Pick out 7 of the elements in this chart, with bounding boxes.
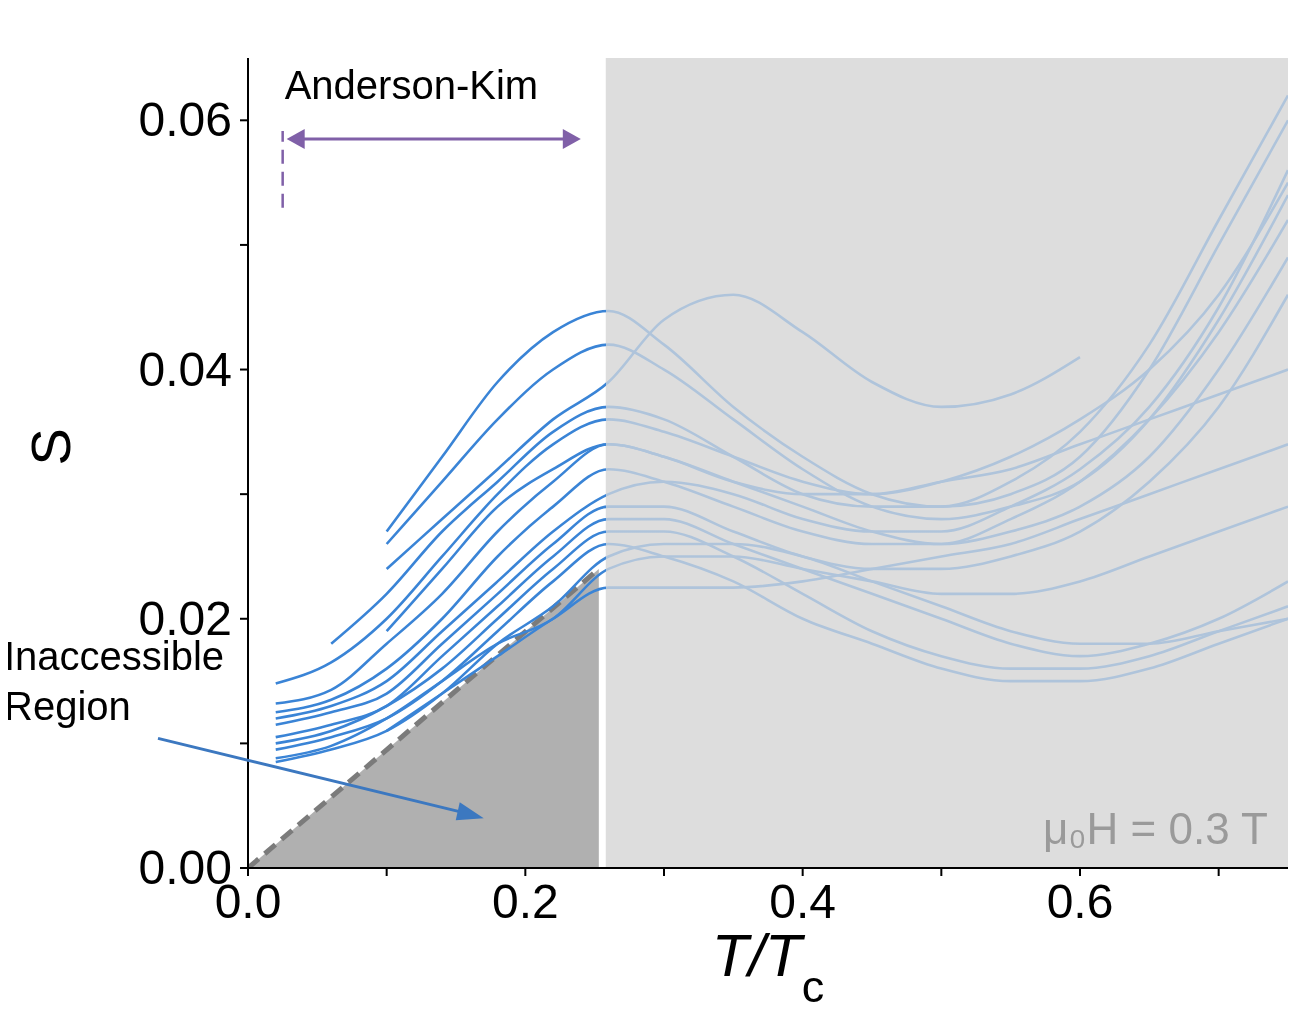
ref-line-label: Anderson-Kim: [284, 62, 539, 107]
y-tick-label: 0.06: [138, 93, 232, 147]
annotation: μ₀H = 0.3 T: [1042, 804, 1268, 853]
x-tick-label: 0.6: [1046, 875, 1114, 928]
x-tick-label: 0.2: [491, 875, 559, 928]
y-axis-title: S: [19, 428, 82, 466]
y-tick-label: 0.04: [138, 342, 232, 396]
